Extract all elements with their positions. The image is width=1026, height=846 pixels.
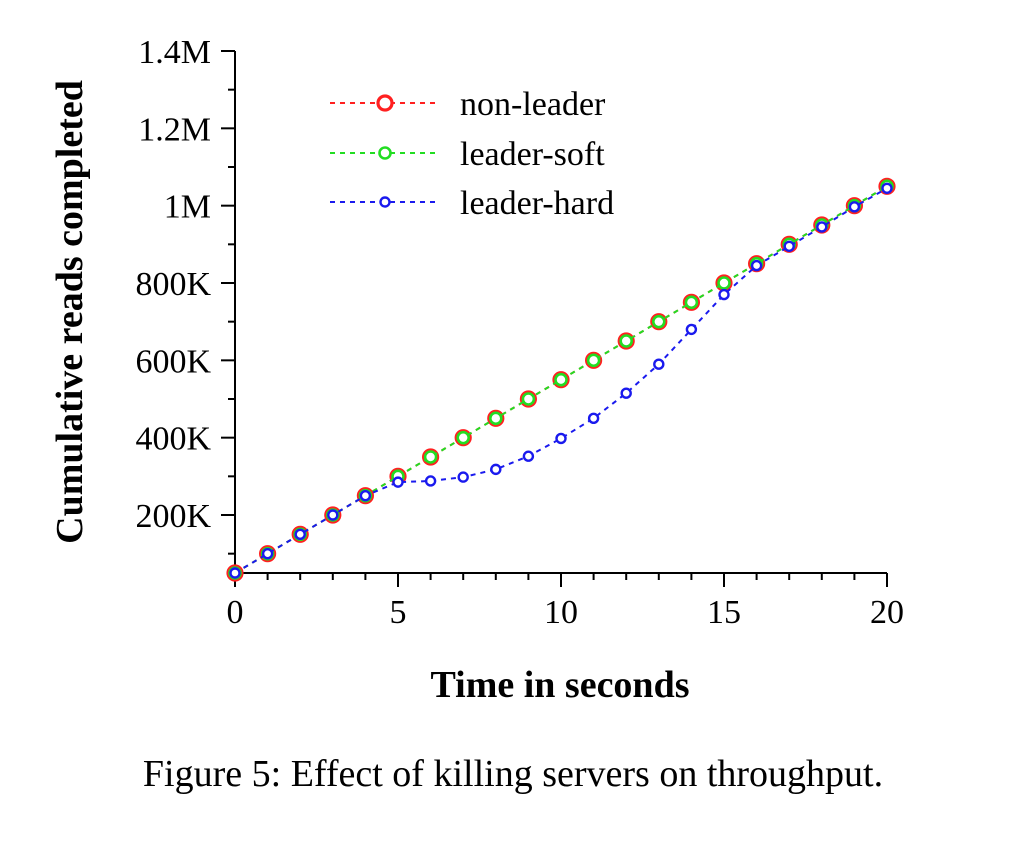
data-point <box>359 489 372 502</box>
legend-label: leader-hard <box>460 185 614 222</box>
y-tick-label: 600K <box>135 343 211 380</box>
y-axis-title: Cumulative reads completed <box>49 80 91 544</box>
y-tick-label: 1M <box>164 189 211 226</box>
data-point <box>294 528 306 541</box>
data-point <box>685 323 698 336</box>
data-point <box>651 314 666 329</box>
data-point <box>521 392 536 406</box>
data-point <box>555 432 567 445</box>
data-point <box>490 463 502 476</box>
data-point <box>717 276 731 290</box>
x-tick-label: 0 <box>227 594 244 631</box>
x-tick-label: 5 <box>390 594 407 631</box>
legend-marker <box>376 94 394 112</box>
data-point <box>750 259 763 272</box>
x-tick-label: 15 <box>707 594 741 631</box>
data-point <box>653 358 665 370</box>
series-leader-hard <box>229 182 893 579</box>
y-tick-label: 200K <box>135 498 211 535</box>
chart-series-layer <box>226 177 896 582</box>
data-point <box>488 411 503 426</box>
data-point <box>587 412 600 425</box>
data-point <box>229 567 241 579</box>
data-point <box>619 334 634 348</box>
data-point <box>620 387 632 399</box>
series-line <box>234 185 888 574</box>
data-point <box>783 240 795 252</box>
data-point <box>456 430 471 445</box>
data-point <box>718 288 730 301</box>
y-tick-label: 1.2M <box>138 111 211 148</box>
figure-caption-text: Effect of killing servers on throughput. <box>281 753 884 795</box>
x-axis-title: Time in seconds <box>430 664 689 706</box>
legend-entry: leader-hard <box>330 185 614 222</box>
data-point <box>586 353 601 368</box>
chart-ticks: 0 5 10 15 20 200K 400K 600K 800K 1M 1.2M 1.4M <box>135 34 904 631</box>
data-point <box>423 450 438 464</box>
data-point <box>327 509 339 521</box>
data-point <box>554 372 568 387</box>
data-point <box>261 547 274 560</box>
x-tick-label: 10 <box>544 594 578 631</box>
data-point <box>684 295 699 310</box>
y-tick-label: 1.4M <box>138 34 211 71</box>
data-point <box>457 471 469 483</box>
legend-marker <box>379 196 391 208</box>
legend-marker <box>378 146 392 160</box>
y-tick-label: 400K <box>135 421 211 458</box>
legend-label: leader-soft <box>460 136 605 173</box>
x-tick-label: 20 <box>870 594 904 631</box>
data-point <box>522 450 535 462</box>
legend-entry: non-leader <box>330 86 606 123</box>
legend-label: non-leader <box>460 86 606 123</box>
figure-caption: Figure 5: Effect of killing servers on t… <box>0 752 1026 796</box>
data-point <box>881 182 893 194</box>
data-point <box>392 476 404 488</box>
chart-legend: non-leader leader-soft leader-hard <box>330 86 614 222</box>
chart-axes <box>234 51 887 574</box>
y-tick-label: 800K <box>135 266 211 303</box>
figure-caption-prefix: Figure 5: <box>142 753 282 795</box>
data-point <box>848 201 861 213</box>
legend-entry: leader-soft <box>330 136 605 173</box>
data-point <box>424 475 437 487</box>
data-point <box>816 221 828 233</box>
